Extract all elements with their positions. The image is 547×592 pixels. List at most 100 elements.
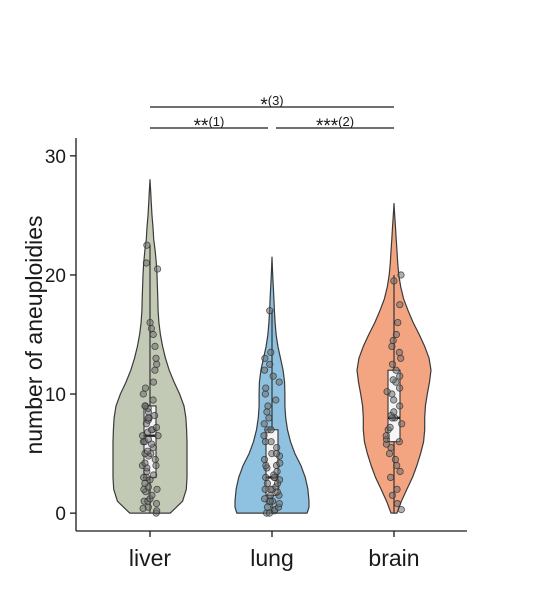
point-brain-0: [397, 505, 405, 514]
sig-stars-liver-brain: *: [260, 95, 268, 116]
point-lung-30: [260, 455, 269, 464]
y-tick-label-1: 10: [45, 385, 66, 406]
sig-stars-liver-lung: **: [194, 116, 209, 137]
point-brain-25: [395, 384, 404, 392]
point-liver-11: [153, 485, 161, 493]
point-liver-17: [150, 471, 158, 479]
point-brain-21: [396, 402, 404, 410]
point-lung-53: [266, 307, 274, 315]
point-brain-4: [386, 473, 395, 481]
x-category-labels: liver lung brain: [129, 531, 420, 571]
violin-group-brain: [356, 202, 432, 514]
point-liver-60: [142, 259, 150, 267]
point-lung-4: [263, 503, 272, 511]
violin-group-liver: [112, 179, 188, 517]
point-liver-27: [144, 447, 152, 455]
sig-note-lung-brain: (2): [338, 114, 354, 129]
point-lung-50: [266, 360, 274, 368]
point-brain-15: [386, 423, 394, 431]
point-lung-51: [261, 354, 269, 362]
point-liver-49: [139, 390, 147, 398]
point-lung-16: [261, 485, 269, 493]
point-liver-58: [146, 318, 154, 327]
point-liver-38: [152, 423, 161, 431]
point-lung-37: [260, 432, 268, 440]
sig-label-lung-brain: ***(2): [316, 114, 354, 137]
point-lung-43: [264, 402, 272, 410]
point-brain-6: [393, 461, 401, 470]
point-liver-43: [151, 411, 159, 420]
sig-label-liver-brain: *(3): [260, 93, 283, 116]
point-liver-61: [143, 241, 151, 249]
point-liver-23: [151, 455, 159, 464]
point-liver-47: [141, 402, 149, 410]
point-brain-11: [395, 438, 403, 446]
point-brain-2: [388, 491, 396, 499]
point-brain-37: [396, 301, 404, 309]
point-liver-52: [151, 366, 159, 374]
point-brain-39: [397, 271, 405, 279]
point-liver-8: [148, 491, 156, 499]
point-lung-34: [273, 443, 281, 452]
point-liver-33: [139, 432, 147, 440]
point-lung-44: [272, 396, 280, 404]
sig-label-liver-lung: **(1): [194, 114, 225, 137]
x-tick-label-brain: brain: [368, 545, 419, 571]
point-lung-21: [262, 473, 270, 481]
point-lung-36: [267, 438, 275, 446]
point-brain-8: [385, 449, 394, 458]
point-brain-3: [393, 485, 401, 493]
point-brain-33: [388, 342, 396, 350]
point-liver-34: [154, 432, 162, 440]
point-brain-36: [394, 318, 402, 327]
point-brain-22: [390, 396, 398, 404]
point-brain-1: [393, 499, 401, 508]
point-brain-16: [398, 420, 406, 428]
y-tick-label-2: 20: [45, 266, 66, 287]
point-liver-56: [149, 330, 157, 339]
point-lung-41: [265, 414, 273, 422]
x-tick-label-lung: lung: [250, 545, 293, 571]
point-lung-12: [266, 491, 275, 499]
point-liver-42: [144, 414, 152, 422]
significance-annotations: *(3)**(1) ***(2): [150, 93, 394, 137]
point-brain-32: [395, 348, 403, 356]
point-brain-27: [389, 376, 397, 384]
point-liver-50: [141, 384, 150, 392]
point-liver-57: [147, 324, 155, 333]
point-brain-38: [390, 277, 398, 285]
sig-note-liver-brain: (3): [268, 93, 284, 108]
violins: [112, 179, 432, 517]
point-liver-55: [151, 342, 159, 350]
point-lung-39: [267, 426, 275, 434]
point-brain-24: [383, 388, 391, 396]
point-liver-53: [153, 360, 161, 368]
point-liver-21: [152, 461, 160, 470]
point-lung-49: [260, 366, 269, 374]
point-liver-4: [152, 499, 161, 508]
point-lung-46: [262, 384, 270, 392]
point-lung-6: [275, 499, 283, 508]
point-brain-28: [396, 372, 404, 380]
point-lung-19: [263, 479, 271, 487]
point-liver-48: [149, 396, 157, 404]
point-lung-42: [263, 408, 271, 416]
point-liver-1: [153, 507, 161, 515]
point-liver-16: [140, 473, 148, 481]
point-lung-10: [260, 495, 269, 503]
point-lung-40: [260, 420, 268, 428]
point-lung-45: [261, 390, 269, 398]
sig-stars-lung-brain: ***: [316, 116, 339, 137]
point-brain-5: [396, 467, 404, 476]
violin-group-lung: [234, 256, 310, 517]
point-lung-48: [269, 372, 277, 380]
y-tick-label-0: 0: [55, 504, 66, 525]
point-brain-20: [390, 408, 398, 416]
x-tick-label-liver: liver: [129, 545, 172, 571]
point-brain-35: [392, 330, 400, 339]
point-lung-47: [275, 378, 283, 386]
y-tick-label-3: 30: [45, 147, 66, 168]
point-brain-7: [391, 455, 399, 464]
sig-note-liver-lung: (1): [208, 114, 224, 129]
